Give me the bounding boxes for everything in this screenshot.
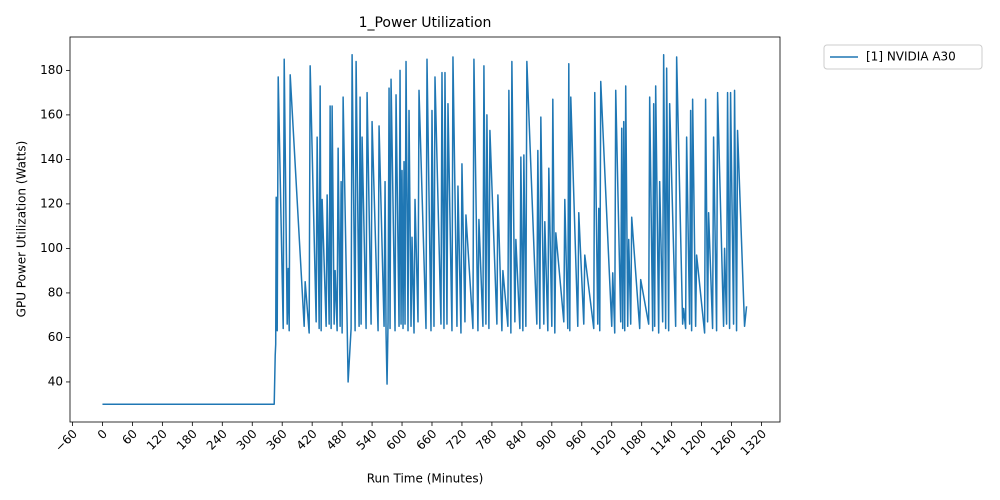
x-tick-label: 0	[95, 427, 110, 442]
x-tick-label: 720	[443, 427, 469, 453]
x-tick-label: 480	[324, 427, 350, 453]
x-tick-label: 1200	[678, 427, 709, 458]
plot-frame	[69, 36, 781, 423]
x-tick-label: 900	[533, 427, 559, 453]
x-tick-label: 840	[503, 427, 529, 453]
x-tick-label: 180	[174, 427, 200, 453]
x-tick-label: 540	[354, 427, 380, 453]
x-tick-label: 120	[144, 427, 170, 453]
y-tick-label: 80	[48, 285, 63, 299]
x-tick-label: 1080	[618, 427, 649, 458]
legend-label: [1] NVIDIA A30	[866, 50, 956, 64]
x-tick-label: 300	[234, 427, 260, 453]
x-axis-label: Run Time (Minutes)	[367, 472, 484, 486]
x-tick-label: 240	[204, 427, 230, 453]
x-tick-label: 1140	[648, 427, 679, 458]
x-tick-label: 780	[473, 427, 499, 453]
x-tick-label: 660	[413, 427, 439, 453]
x-tick-label: 60	[119, 427, 140, 448]
chart-title: 1_Power Utilization	[359, 15, 492, 31]
y-tick-label: 60	[48, 330, 63, 344]
x-tick-label: 600	[384, 427, 410, 453]
y-tick-label: 100	[40, 241, 63, 255]
x-tick-label: 360	[264, 427, 290, 453]
x-tick-label: 1020	[588, 427, 619, 458]
y-tick-label: 180	[40, 63, 63, 77]
y-tick-label: 160	[40, 107, 63, 121]
y-tick-label: 120	[40, 196, 63, 210]
x-tick-label: 960	[563, 427, 589, 453]
x-tick-label: 1260	[708, 427, 739, 458]
y-tick-label: 40	[48, 374, 63, 388]
data-line	[102, 54, 748, 405]
y-tick-label: 140	[40, 152, 63, 166]
x-tick-label: −60	[52, 427, 80, 455]
legend-box	[823, 44, 983, 70]
x-tick-label: 420	[294, 427, 320, 453]
y-axis-label: GPU Power Utilization (Watts)	[15, 141, 29, 318]
x-tick-label: 1320	[738, 427, 769, 458]
